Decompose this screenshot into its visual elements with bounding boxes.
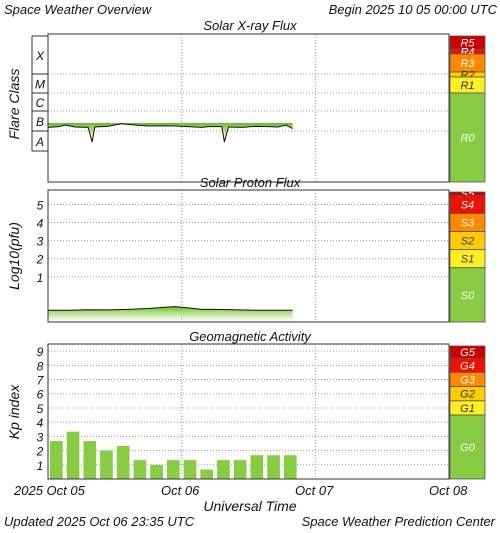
kp-bar (133, 460, 147, 479)
scale-label-r0: R0 (460, 133, 475, 145)
scale-label-g0: G0 (460, 442, 476, 454)
updated-label: Updated (4, 514, 54, 529)
plot-frame-2 (47, 189, 450, 323)
scale-label-g3: G3 (460, 375, 476, 387)
scale-label-g2: G2 (460, 389, 475, 401)
kp-bar (233, 460, 247, 479)
y-tick-2: 2 (36, 253, 44, 267)
kp-bar (66, 431, 80, 479)
proton-fill (48, 306, 293, 322)
proton-line (48, 306, 293, 311)
scale-label-r1: R1 (460, 80, 474, 92)
kp-bar (50, 441, 63, 479)
xray-ylabel: Flare Class (6, 69, 22, 140)
plot-frame-3 (47, 343, 450, 480)
y-tick-3: 3 (37, 430, 44, 444)
xray-fill (48, 123, 293, 142)
kp-bar (250, 455, 264, 479)
begin-time: Begin 2025 10 05 00:00 UTC (329, 2, 497, 17)
updated-time: Updated 2025 Oct 06 23:35 UTC (4, 514, 194, 529)
x-tick-oct07: Oct 07 (295, 483, 334, 498)
y-tick-6: 6 (37, 388, 44, 402)
source-label: Space Weather Prediction Center (301, 514, 495, 529)
y-tick-3: 3 (37, 235, 44, 249)
x-axis-label: Universal Time (203, 498, 297, 514)
y-tick-5: 5 (37, 402, 44, 416)
scale-label-s0: S0 (461, 290, 475, 302)
scale-label-g5: G5 (460, 347, 476, 359)
scale-label-s2: S2 (461, 236, 474, 248)
y-tick-4: 4 (37, 416, 44, 430)
begin-value: 2025 10 05 00:00 UTC (365, 2, 497, 17)
y-tick-7: 7 (37, 374, 45, 388)
kp-bar (283, 455, 297, 479)
kp-bar (116, 445, 130, 479)
plot-frame-1 (47, 33, 450, 183)
y-tick-5: 5 (37, 198, 44, 212)
x-tick-oct08: Oct 08 (429, 483, 468, 498)
begin-label: Begin (328, 2, 362, 17)
scale-label-r5: R5 (460, 38, 475, 50)
kp-bar (267, 455, 280, 479)
y-tick-c: C (36, 96, 45, 110)
plot-area-1 (48, 34, 449, 182)
y-tick-1: 1 (37, 271, 44, 285)
kp-bar (100, 450, 113, 479)
page-title: Space Weather Overview (4, 2, 152, 17)
updated-value: 2025 Oct 06 23:35 UTC (56, 514, 195, 529)
scale-band-r0 (449, 92, 486, 183)
kp-bar (217, 460, 230, 479)
xray-line (47, 123, 293, 143)
kp-bar (200, 469, 214, 479)
y-tick-b: B (36, 115, 44, 129)
x-tick-oct06: Oct 06 (161, 483, 200, 498)
xray-title: Solar X-ray Flux (203, 18, 297, 33)
proton-ylabel: Log10(pfu) (6, 222, 22, 290)
scale-label-s3: S3 (461, 218, 475, 230)
kp-bar (83, 441, 97, 479)
plot-area-2 (48, 190, 449, 322)
scale-label-g1: G1 (460, 403, 475, 415)
kp-title: Geomagnetic Activity (189, 329, 312, 344)
y-tick-m: M (35, 78, 45, 92)
kp-bar (150, 464, 163, 479)
kp-ylabel: Kp index (6, 384, 22, 439)
scale-band-s0 (449, 267, 486, 323)
scale-label-s1: S1 (461, 254, 474, 266)
y-tick-x: X (35, 49, 45, 63)
y-tick-a: A (35, 135, 44, 149)
scale-band-g0 (449, 414, 486, 480)
y-tick-9: 9 (37, 345, 44, 359)
y-tick-4: 4 (37, 217, 44, 231)
y-tick-2: 2 (36, 445, 44, 459)
plot-area-3 (48, 344, 449, 479)
y-tick-1: 1 (37, 459, 44, 473)
kp-bar (183, 460, 197, 479)
scale-label-g4: G4 (460, 360, 475, 372)
scale-label-r3: R3 (460, 58, 475, 70)
kp-bar (166, 460, 180, 479)
y-tick-8: 8 (37, 359, 44, 373)
x-tick-oct05: 2025 Oct 05 (14, 483, 85, 498)
scale-label-s4: S4 (461, 199, 474, 211)
proton-title: Solar Proton Flux (200, 175, 301, 190)
